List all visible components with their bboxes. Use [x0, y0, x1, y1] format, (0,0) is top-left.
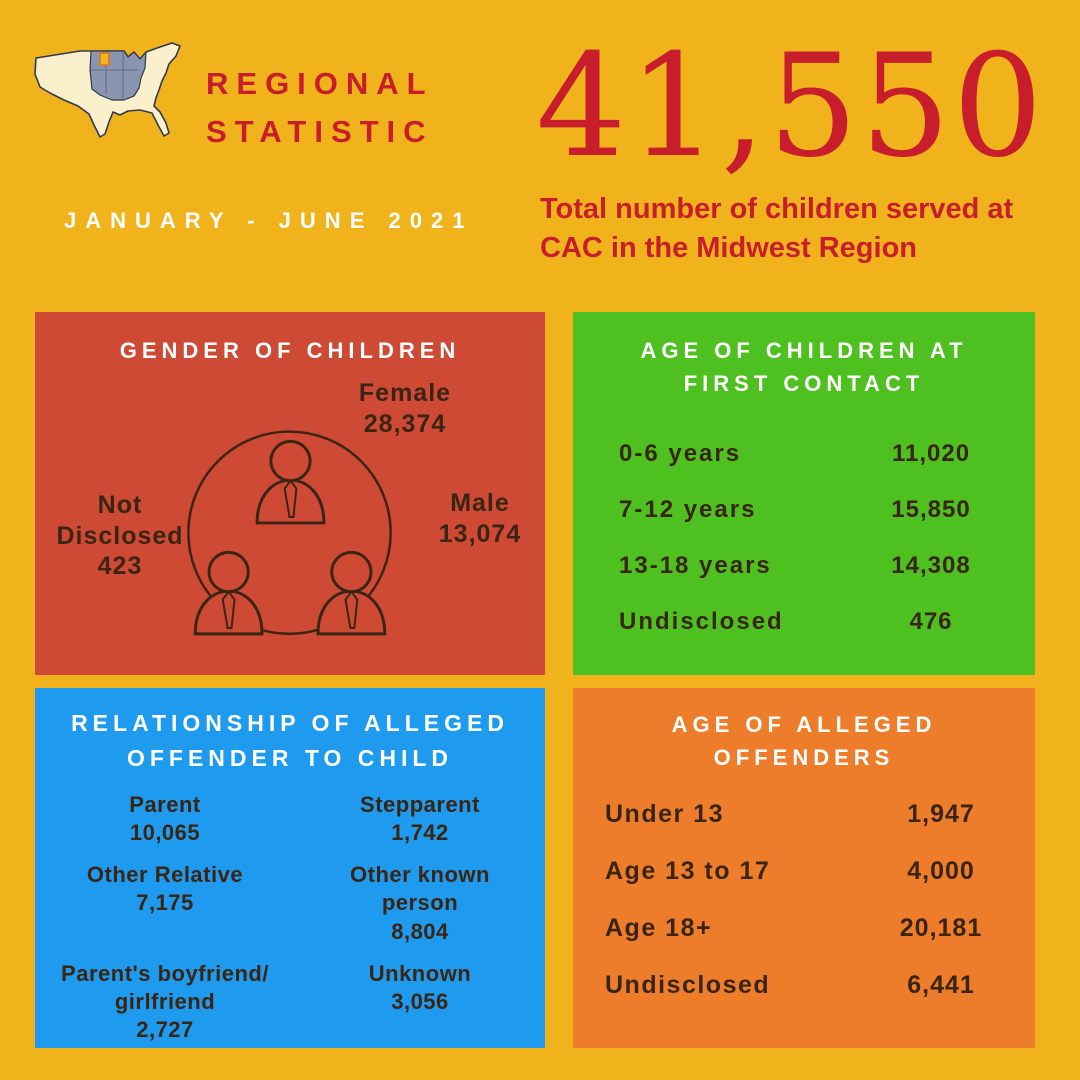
stat-value: 14,308: [891, 552, 971, 579]
title-line1: AGE OF CHILDREN AT: [640, 338, 968, 363]
stat-label: Stepparent: [360, 792, 480, 817]
stat-label: Age 18+: [605, 914, 713, 942]
stat-label: Other known person: [350, 862, 490, 916]
stat-value: 6,441: [907, 971, 975, 999]
panel-age-of-children: AGE OF CHILDREN AT FIRST CONTACT 0-6 yea…: [573, 312, 1035, 675]
panel-relationship-offender: RELATIONSHIP OF ALLEGED OFFENDER TO CHIL…: [35, 688, 545, 1048]
stat-row: Undisclosed 476: [619, 608, 997, 636]
stat-label: 7-12 years: [619, 496, 757, 523]
stat-value: 1,742: [391, 820, 449, 846]
people-group-icon: [153, 384, 428, 652]
stat-row: Undisclosed 6,441: [605, 971, 1007, 1000]
gender-stat-female: Female 28,374: [330, 378, 480, 439]
stat-label: Under 13: [605, 800, 724, 828]
relationship-stat-parent: Parent 10,065: [35, 791, 295, 847]
relationship-stat-unknown: Unknown 3,056: [295, 960, 545, 1044]
stat-value: 11,020: [891, 440, 971, 467]
brand-title-line1: REGIONAL: [206, 66, 434, 101]
relationship-stat-stepparent: Stepparent 1,742: [295, 791, 545, 847]
title-line2: OFFENDER TO CHILD: [126, 744, 454, 771]
stat-value: 28,374: [363, 409, 447, 438]
stat-value: 10,065: [129, 820, 201, 846]
stat-label: Age 13 to 17: [605, 857, 771, 885]
total-children-number: 41,550: [536, 24, 1045, 189]
stat-label: Undisclosed: [605, 971, 771, 999]
relationship-stat-other-relative: Other Relative 7,175: [35, 861, 295, 945]
stat-value: 423: [97, 552, 143, 580]
panel-age-offenders-title: AGE OF ALLEGED OFFENDERS: [573, 688, 1035, 774]
stat-label: Other Relative: [86, 862, 244, 888]
stats-grid: GENDER OF CHILDREN: [35, 312, 1035, 1048]
us-midwest-map-icon: [28, 40, 200, 158]
stat-row: Age 18+ 20,181: [605, 914, 1007, 943]
stat-label: Male: [450, 489, 510, 517]
panel-relationship-title: RELATIONSHIP OF ALLEGED OFFENDER TO CHIL…: [35, 688, 545, 775]
stat-row: 13-18 years 14,308: [619, 552, 997, 580]
age-offenders-rows: Under 13 1,947 Age 13 to 17 4,000 Age 18…: [573, 800, 1035, 1000]
panel-age-children-title: AGE OF CHILDREN AT FIRST CONTACT: [573, 312, 1035, 400]
gender-stat-male: Male 13,074: [417, 488, 543, 549]
panel-gender-of-children: GENDER OF CHILDREN: [35, 312, 545, 675]
stat-label: 0-6 years: [619, 440, 742, 467]
stat-value: 2,727: [136, 1017, 194, 1043]
stat-label: Undisclosed: [619, 608, 784, 635]
relationship-cells: Parent 10,065 Stepparent 1,742 Other Rel…: [35, 791, 545, 1044]
stat-label: Parent's boyfriend/ girlfriend: [61, 960, 269, 1014]
stat-label: Not Disclosed: [56, 491, 184, 550]
stat-row: Under 13 1,947: [605, 800, 1007, 829]
relationship-stat-parents-boyfriend-girlfriend: Parent's boyfriend/ girlfriend 2,727: [35, 960, 295, 1044]
stat-label: 13-18 years: [619, 552, 772, 579]
title-line2: OFFENDERS: [713, 745, 895, 770]
stat-value: 20,181: [899, 914, 983, 942]
stat-value: 3,056: [391, 988, 449, 1014]
gender-stat-not-disclosed: Not Disclosed 423: [51, 490, 189, 582]
stat-value: 15,850: [891, 496, 971, 523]
stat-value: 8,804: [391, 918, 449, 944]
brand-title: REGIONAL STATISTIC: [206, 60, 434, 156]
stat-label: Parent: [129, 792, 201, 817]
stat-value: 476: [909, 608, 953, 635]
title-line1: RELATIONSHIP OF ALLEGED: [71, 710, 509, 736]
panel-age-of-offenders: AGE OF ALLEGED OFFENDERS Under 13 1,947 …: [573, 688, 1035, 1048]
stat-label: Female: [358, 379, 452, 407]
period-label: JANUARY - JUNE 2021: [64, 208, 474, 233]
relationship-stat-other-known-person: Other known person 8,804: [295, 861, 545, 945]
stat-value: 4,000: [907, 857, 975, 885]
panel-gender-title: GENDER OF CHILDREN: [119, 338, 461, 363]
stat-value: 1,947: [907, 800, 975, 828]
brand-title-line2: STATISTIC: [206, 114, 434, 150]
stat-value: 7,175: [136, 890, 194, 916]
title-line1: AGE OF ALLEGED: [671, 712, 937, 737]
stat-row: 7-12 years 15,850: [619, 496, 997, 524]
stat-value: 13,074: [438, 519, 522, 548]
total-children-caption: Total number of children served at CAC i…: [540, 193, 1014, 265]
stat-row: 0-6 years 11,020: [619, 440, 997, 468]
age-children-rows: 0-6 years 11,020 7-12 years 15,850 13-18…: [573, 440, 1035, 636]
stat-row: Age 13 to 17 4,000: [605, 857, 1007, 886]
title-line2: FIRST CONTACT: [683, 371, 925, 396]
stat-label: Unknown: [368, 960, 472, 986]
